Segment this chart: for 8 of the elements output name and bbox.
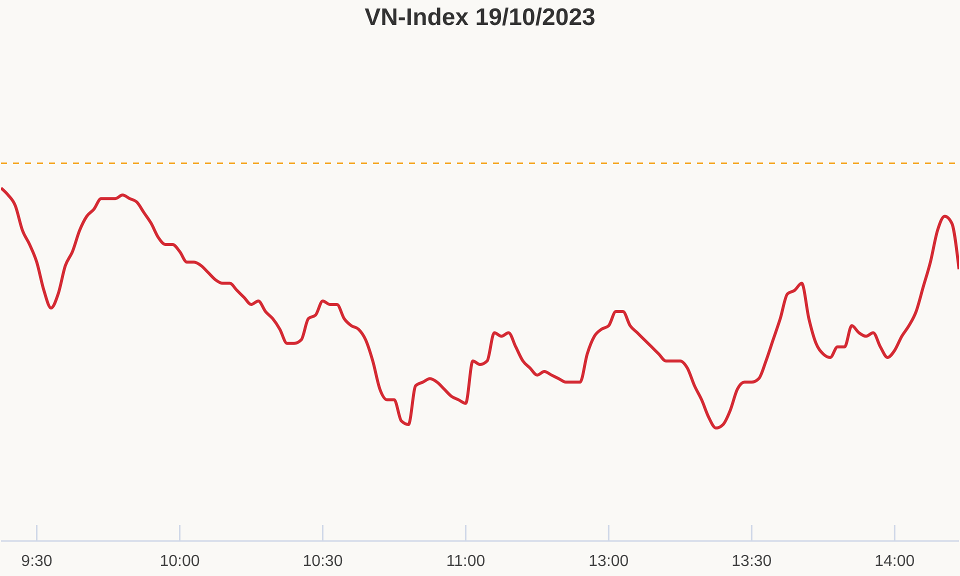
chart-title: VN-Index 19/10/2023 <box>364 4 596 32</box>
x-tick-label: 9:30 <box>21 553 52 570</box>
x-tick-label: 13:00 <box>588 553 629 570</box>
x-tick-label: 11:00 <box>446 553 486 570</box>
x-tick-label: 10:00 <box>160 553 200 570</box>
x-tick-label: 14:00 <box>874 553 915 570</box>
x-tick-label: 10:30 <box>302 553 343 570</box>
x-tick-label: 13:30 <box>732 553 772 570</box>
